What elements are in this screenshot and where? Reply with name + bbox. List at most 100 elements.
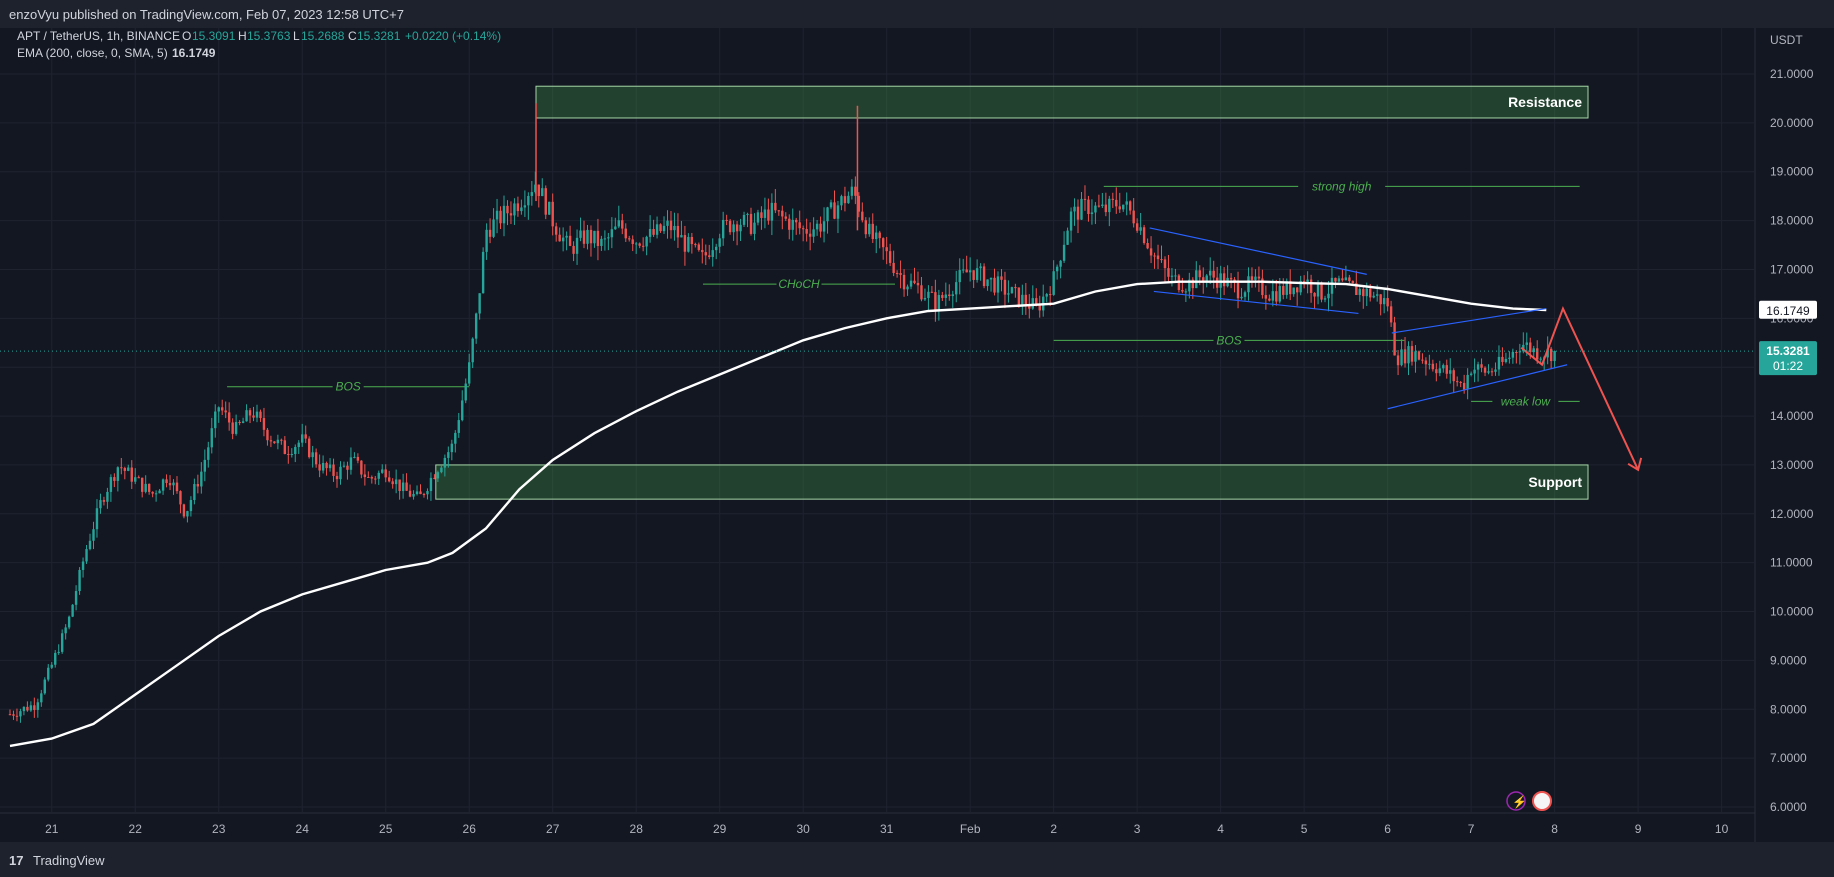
candle-body [1031,298,1034,309]
x-tick-label: 25 [379,822,393,836]
candle-body [784,216,787,219]
candle-body [1254,276,1257,280]
x-tick-label: 21 [45,822,59,836]
candle-body [1202,277,1205,281]
candle-body [1351,281,1355,284]
x-tick-label: 24 [296,822,310,836]
tradingview-logo-icon[interactable]: 17 [9,853,24,868]
candle-body [975,268,979,280]
candle-body [520,207,523,212]
candle-body [1198,270,1201,278]
candle-body [19,711,22,717]
candle-body [405,482,408,491]
candle-body [1449,370,1452,374]
candle-body [1445,365,1448,374]
chart-tools: ⚡ [1506,791,1552,811]
candle-body [1369,288,1372,298]
projection-arrowhead [1627,457,1643,472]
time-axis[interactable]: 21 22 23 24 25 26 27 28 29 30 31 Feb 2 3 4 5 6 7 8 9 10 [45,822,1729,836]
candle-body [147,483,151,492]
price-axis[interactable]: USDT 21.0000 20.0000 19.0000 18.0000 17.0000… [1770,33,1814,814]
candle-body [1456,381,1459,383]
candle-body [335,475,339,480]
candle-body [398,479,401,492]
chart-area[interactable]: Resistance Support BOS CHoCH strong high BOS… [0,28,1834,842]
candle-body [621,220,624,229]
candle-body [1174,275,1177,277]
candle-body [617,220,621,227]
candle-body [214,411,217,429]
candle-body [1462,382,1466,390]
y-tick-label: 12.0000 [1770,507,1814,521]
candle-body [443,457,447,468]
legend-symbol: APT / TetherUS, 1h, BINANCE [17,29,180,43]
y-tick-label: 20.0000 [1770,116,1814,130]
zone-label: Support [1528,474,1582,490]
currency-label: USDT [1770,33,1803,47]
footer-brand[interactable]: TradingView [33,853,105,868]
x-tick-label: 10 [1715,822,1729,836]
candle-body [1094,205,1097,213]
candle-body [1250,276,1254,280]
legend-ema-value: 16.1749 [172,46,216,60]
last-price-badge [1759,341,1817,376]
candle-body [154,493,158,495]
x-tick-label: 3 [1134,822,1141,836]
candle-body [1205,275,1208,281]
candle-body [906,286,909,290]
candle-body [311,452,314,458]
candle-body [1553,350,1556,362]
candle-body [207,447,210,460]
candle-body [1229,277,1233,280]
candle-body [36,702,40,710]
candle-body [575,237,579,254]
legend: APT / TetherUS, 1h, BINANCE O 15.3091 H … [17,29,501,60]
candle-body [273,441,276,444]
candle-body [760,212,763,218]
candle-body [113,477,116,481]
y-tick-label: 13.0000 [1770,458,1814,472]
candle-body [196,484,200,487]
candle-body [297,442,300,448]
candle-body [881,238,885,248]
candle-body [509,213,513,216]
candle-body [1407,346,1410,364]
candle-body [67,616,71,628]
candle-body [1539,358,1542,360]
candle-body [471,338,474,363]
candle-body [1115,199,1118,207]
candle-body [589,229,593,244]
zone-support [435,464,1589,500]
grid [0,28,1756,842]
candle-body [631,239,634,244]
y-tick-label: 9.0000 [1770,653,1807,667]
legend-h-label: H [238,29,247,43]
candle-body [12,714,15,716]
candle-body [909,280,913,287]
candle-body [120,467,123,469]
candle-body [958,270,961,283]
candle-body [1236,282,1240,299]
candle-body [1393,322,1396,356]
lightning-icon[interactable] [1506,791,1526,811]
candle-body [346,465,349,470]
candle-body [1028,304,1031,309]
candle-body [840,196,843,206]
x-tick-label: 7 [1468,822,1475,836]
candle-body [850,186,854,196]
candle-body [1309,279,1313,293]
candle-body [1035,298,1038,304]
candle-body [972,270,975,280]
candle-body [1059,260,1062,267]
us-flag-icon[interactable] [1532,791,1552,811]
candle-body [791,219,794,230]
candle-body [645,236,648,247]
candle-body [1069,211,1073,231]
y-tick-label: 21.0000 [1770,67,1814,81]
candle-body [116,467,120,481]
candle-body [955,282,958,295]
candle-body [1118,206,1121,210]
candle-body [638,243,641,246]
legend-l-value: 15.2688 [301,29,345,43]
